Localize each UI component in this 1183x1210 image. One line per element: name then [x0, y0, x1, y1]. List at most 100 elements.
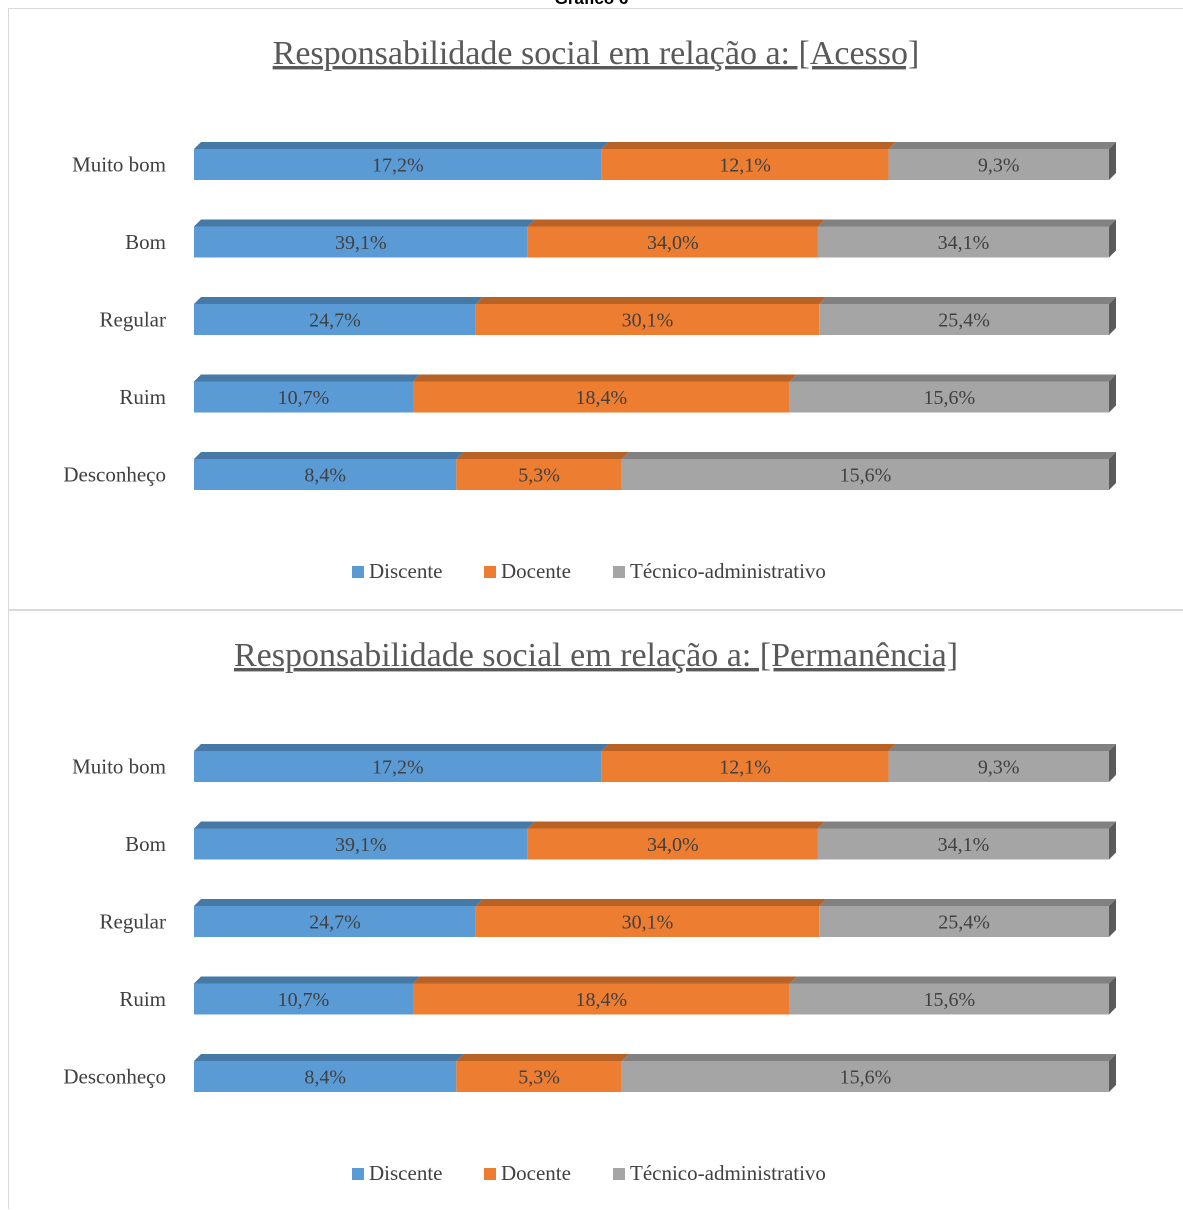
- chart-title: Responsabilidade social em relação a: [A…: [273, 35, 920, 72]
- data-label-discente: 8,4%: [304, 465, 346, 487]
- bar-tecnico: [621, 1061, 1109, 1092]
- bar-top-discente: [194, 821, 535, 829]
- bar-top-docente: [475, 297, 827, 304]
- legend-swatch-discente: [352, 1168, 364, 1180]
- legend-swatch-docente: [484, 566, 496, 578]
- bar-tecnico: [819, 906, 1109, 937]
- data-label-tecnico: 34,1%: [938, 232, 990, 254]
- bar-top-docente: [475, 899, 827, 906]
- data-label-tecnico: 15,6%: [840, 1067, 892, 1089]
- category-label: Desconheço: [63, 1065, 166, 1089]
- bar-side: [1109, 374, 1116, 413]
- data-label-docente: 30,1%: [622, 310, 674, 332]
- category-label: Regular: [100, 910, 166, 934]
- bar-side: [1109, 744, 1116, 782]
- bar-top-discente: [194, 452, 464, 459]
- data-label-tecnico: 15,6%: [923, 387, 975, 409]
- data-label-tecnico: 34,1%: [938, 834, 990, 856]
- chart-acesso: Responsabilidade social em relação a: [A…: [63, 35, 1116, 583]
- data-label-tecnico: 9,3%: [978, 757, 1020, 779]
- bar-top-docente: [527, 219, 825, 227]
- bar-discente: [194, 304, 476, 335]
- bar-top-tecnico: [888, 142, 1116, 149]
- data-label-discente: 10,7%: [278, 989, 330, 1011]
- data-label-docente: 18,4%: [576, 989, 628, 1011]
- bar-docente: [456, 459, 622, 490]
- chart-panel-acesso: Responsabilidade social em relação a: [A…: [8, 8, 1183, 610]
- bar-top-tecnico: [621, 452, 1116, 459]
- chart-permanencia: Responsabilidade social em relação a: [P…: [63, 637, 1116, 1185]
- bar-top-docente: [456, 1054, 629, 1061]
- data-label-discente: 10,7%: [278, 387, 330, 409]
- bar-discente: [194, 149, 602, 180]
- bar-tecnico: [817, 828, 1109, 860]
- bar-side: [1109, 899, 1116, 937]
- bar-side: [1109, 1054, 1116, 1092]
- bar-docente: [527, 828, 818, 860]
- bar-discente: [194, 226, 528, 258]
- bar-side: [1109, 219, 1116, 258]
- category-label: Muito bom: [72, 755, 166, 779]
- bar-tecnico: [819, 304, 1109, 335]
- data-label-docente: 5,3%: [518, 465, 560, 487]
- legend-swatch-tecnico: [613, 566, 625, 578]
- bar-top-tecnico: [819, 899, 1116, 906]
- bar-top-discente: [194, 1054, 464, 1061]
- bar-top-tecnico: [789, 374, 1116, 382]
- bar-side: [1109, 821, 1116, 860]
- legend-label-docente: Docente: [501, 559, 571, 583]
- category-label: Regular: [100, 308, 166, 332]
- bar-top-discente: [194, 142, 609, 149]
- bar-top-docente: [413, 374, 797, 382]
- legend-label-discente: Discente: [369, 559, 442, 583]
- data-label-tecnico: 25,4%: [938, 912, 990, 934]
- bar-side: [1109, 976, 1116, 1015]
- data-label-docente: 30,1%: [622, 912, 674, 934]
- bar-tecnico: [621, 459, 1109, 490]
- chart-panel-permanencia: Responsabilidade social em relação a: [P…: [8, 610, 1183, 1209]
- data-label-discente: 39,1%: [335, 834, 387, 856]
- bar-tecnico: [888, 751, 1109, 782]
- legend-swatch-discente: [352, 566, 364, 578]
- bar-top-tecnico: [888, 744, 1116, 751]
- data-label-discente: 17,2%: [372, 757, 424, 779]
- legend-label-tecnico: Técnico-administrativo: [630, 559, 826, 583]
- bar-top-discente: [194, 219, 535, 227]
- data-label-tecnico: 15,6%: [923, 989, 975, 1011]
- legend-swatch-docente: [484, 1168, 496, 1180]
- bar-top-tecnico: [789, 976, 1116, 984]
- data-label-docente: 12,1%: [719, 155, 771, 177]
- figure-caption: Gráfico 6: [0, 0, 1183, 9]
- bar-discente: [194, 381, 414, 413]
- bar-top-tecnico: [621, 1054, 1116, 1061]
- bar-tecnico: [888, 149, 1109, 180]
- data-label-docente: 34,0%: [647, 232, 699, 254]
- category-label: Ruim: [119, 385, 166, 409]
- category-label: Bom: [125, 230, 166, 254]
- chart-title: Responsabilidade social em relação a: [P…: [234, 637, 958, 674]
- data-label-discente: 24,7%: [309, 912, 361, 934]
- bar-discente: [194, 459, 457, 490]
- bar-top-discente: [194, 976, 421, 984]
- bar-discente: [194, 1061, 457, 1092]
- bar-discente: [194, 906, 476, 937]
- data-label-discente: 39,1%: [335, 232, 387, 254]
- data-label-docente: 18,4%: [576, 387, 628, 409]
- bar-tecnico: [789, 381, 1109, 413]
- legend-label-discente: Discente: [369, 1161, 442, 1185]
- legend-label-tecnico: Técnico-administrativo: [630, 1161, 826, 1185]
- category-label: Desconheço: [63, 463, 166, 487]
- bar-top-docente: [456, 452, 629, 459]
- bar-tecnico: [817, 226, 1109, 258]
- bar-top-tecnico: [817, 219, 1116, 227]
- bar-docente: [527, 226, 818, 258]
- category-label: Ruim: [119, 987, 166, 1011]
- data-label-tecnico: 15,6%: [840, 465, 892, 487]
- bar-docente: [601, 751, 889, 782]
- data-label-discente: 8,4%: [304, 1067, 346, 1089]
- bar-top-discente: [194, 374, 421, 382]
- bar-docente: [601, 149, 889, 180]
- bar-top-tecnico: [819, 297, 1116, 304]
- bar-top-docente: [413, 976, 797, 984]
- data-label-discente: 24,7%: [309, 310, 361, 332]
